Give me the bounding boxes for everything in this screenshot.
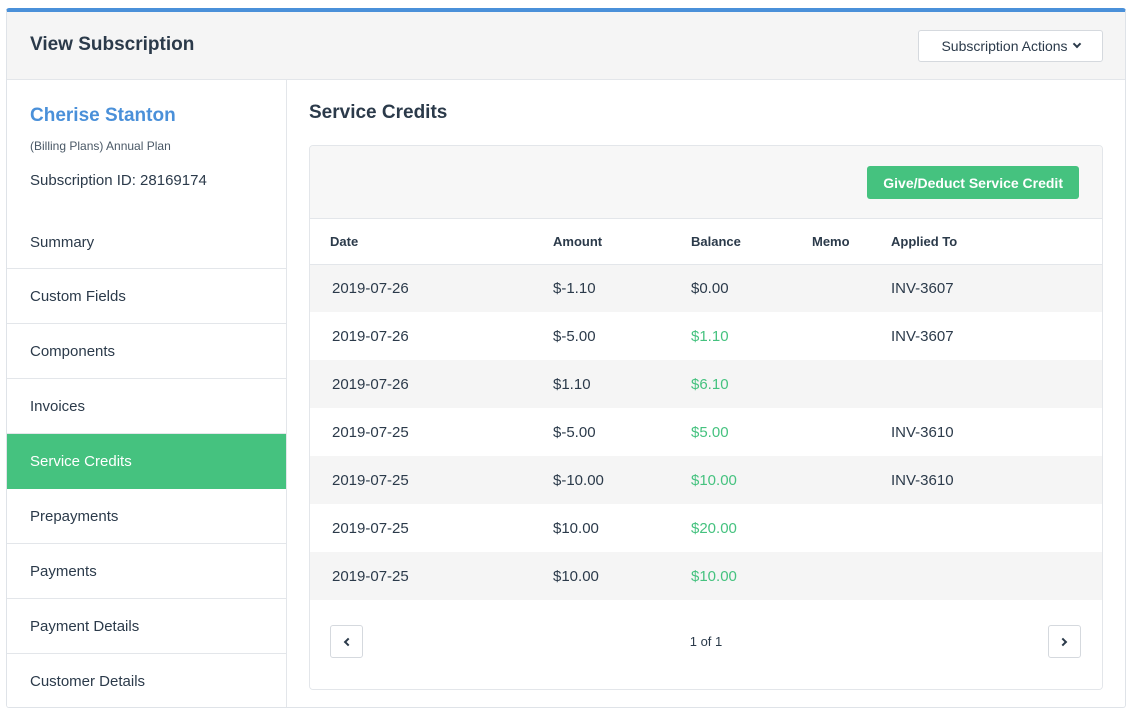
cell-amount: $-1.10: [553, 264, 691, 312]
cell-memo: [812, 312, 891, 360]
sidebar-item-payment-details[interactable]: Payment Details: [7, 599, 286, 654]
table-row: 2019-07-26 $1.10 $6.10: [310, 360, 1102, 408]
header-bar: View Subscription Subscription Actions: [7, 12, 1125, 80]
table-row: 2019-07-25 $10.00 $20.00: [310, 504, 1102, 552]
cell-amount: $-5.00: [553, 423, 596, 441]
chevron-down-icon: [1072, 39, 1081, 49]
cell-applied-to[interactable]: INV-3610: [891, 456, 1102, 504]
pagination: 1 of 1: [310, 602, 1102, 689]
cell-balance: $0.00: [691, 264, 812, 312]
table-row: 2019-07-25 $-5.00 $5.00 INV-3610: [310, 408, 1102, 456]
section-title: Service Credits: [309, 102, 448, 123]
page-title: View Subscription: [30, 34, 195, 55]
column-header-memo: Memo: [812, 219, 891, 265]
cell-date: 2019-07-25: [332, 519, 409, 537]
table-row: 2019-07-25 $10.00 $10.00: [310, 552, 1102, 600]
plan-name: (Billing Plans) Annual Plan: [30, 139, 171, 153]
card-header: Give/Deduct Service Credit: [310, 146, 1102, 219]
service-credits-table: Date Amount Balance Memo Applied To 2019…: [310, 219, 1102, 600]
cell-memo: [812, 264, 891, 312]
cell-applied-to: [891, 360, 1102, 408]
cell-date: 2019-07-25: [310, 456, 553, 504]
cell-applied-to: [891, 552, 1102, 600]
subscription-panel: View Subscription Subscription Actions C…: [6, 8, 1126, 708]
cell-memo: [812, 360, 891, 408]
sidebar-nav: Summary Custom Fields Components Invoice…: [7, 215, 286, 707]
cell-date: 2019-07-26: [310, 264, 553, 312]
column-header-applied-to: Applied To: [891, 219, 1102, 265]
give-deduct-credit-button[interactable]: Give/Deduct Service Credit: [867, 166, 1079, 199]
cell-balance: $5.00: [691, 423, 729, 441]
cell-memo: [812, 552, 891, 600]
table-row: 2019-07-26 $-5.00 $1.10 INV-3607: [310, 312, 1102, 360]
cell-date: 2019-07-26: [310, 360, 553, 408]
subscription-id: Subscription ID: 28169174: [30, 172, 207, 189]
cell-memo: [812, 504, 891, 552]
cell-amount: $10.00: [553, 552, 691, 600]
column-header-amount: Amount: [553, 219, 691, 265]
cell-date: 2019-07-26: [332, 327, 409, 345]
cell-balance: $20.00: [691, 519, 737, 537]
subscription-actions-button[interactable]: Subscription Actions: [918, 30, 1103, 62]
cell-amount: $-10.00: [553, 456, 691, 504]
cell-amount: $1.10: [553, 360, 691, 408]
cell-amount: $10.00: [553, 519, 599, 537]
cell-date: 2019-07-25: [310, 552, 553, 600]
cell-applied-to[interactable]: INV-3610: [891, 423, 954, 441]
sidebar-item-prepayments[interactable]: Prepayments: [7, 489, 286, 544]
sidebar-item-invoices[interactable]: Invoices: [7, 379, 286, 434]
cell-balance: $10.00: [691, 552, 812, 600]
next-page-button[interactable]: [1048, 625, 1081, 658]
cell-balance: $10.00: [691, 456, 812, 504]
table-header-row: Date Amount Balance Memo Applied To: [310, 219, 1102, 265]
cell-memo: [812, 456, 891, 504]
table-row: 2019-07-26 $-1.10 $0.00 INV-3607: [310, 264, 1102, 312]
cell-balance: $1.10: [691, 327, 729, 345]
table-row: 2019-07-25 $-10.00 $10.00 INV-3610: [310, 456, 1102, 504]
cell-date: 2019-07-25: [332, 423, 409, 441]
chevron-right-icon: [1058, 637, 1068, 646]
customer-name-link[interactable]: Cherise Stanton: [30, 105, 176, 126]
page-indicator: 1 of 1: [689, 634, 723, 649]
cell-applied-to[interactable]: INV-3607: [891, 264, 1102, 312]
column-header-balance: Balance: [691, 219, 812, 265]
subscription-actions-label: Subscription Actions: [941, 38, 1068, 54]
cell-applied-to[interactable]: INV-3607: [891, 327, 954, 345]
cell-applied-to: [891, 504, 1102, 552]
sidebar-item-custom-fields[interactable]: Custom Fields: [7, 269, 286, 324]
main-content: Service Credits Give/Deduct Service Cred…: [287, 80, 1125, 707]
sidebar: Cherise Stanton (Billing Plans) Annual P…: [7, 80, 287, 707]
cell-memo: [812, 408, 891, 456]
sidebar-item-service-credits[interactable]: Service Credits: [7, 434, 286, 489]
prev-page-button[interactable]: [330, 625, 363, 658]
column-header-date: Date: [310, 219, 553, 265]
cell-amount: $-5.00: [553, 327, 596, 345]
cell-balance: $6.10: [691, 360, 812, 408]
sidebar-item-payments[interactable]: Payments: [7, 544, 286, 599]
sidebar-item-components[interactable]: Components: [7, 324, 286, 379]
sidebar-item-customer-details[interactable]: Customer Details: [7, 654, 286, 707]
sidebar-item-summary[interactable]: Summary: [7, 215, 286, 269]
service-credits-card: Give/Deduct Service Credit Date Amount B…: [309, 145, 1103, 690]
